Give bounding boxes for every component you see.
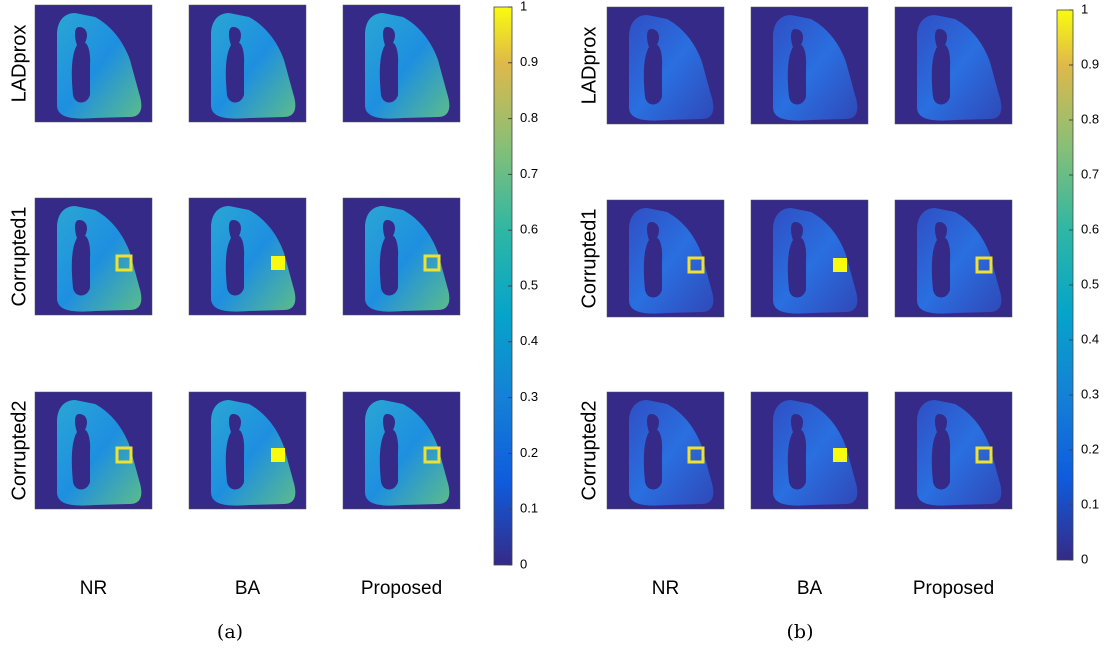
map-image — [606, 6, 725, 125]
colorbar-tick-label: 0.2 — [1081, 441, 1099, 456]
myocardium — [57, 206, 142, 312]
colorbar-tick-label: 0.4 — [520, 333, 538, 348]
column-label: Proposed — [361, 578, 442, 599]
corruption-patch — [423, 446, 441, 464]
corruption-patch — [687, 256, 705, 274]
colorbar-tick-label: 0.2 — [520, 445, 538, 460]
myocardium — [365, 13, 450, 119]
colorbar-tick-label: 1 — [1081, 1, 1088, 16]
map-image — [342, 4, 461, 123]
myocardium — [773, 208, 858, 314]
myocardium — [917, 400, 1002, 506]
colorbar-tick-label: 0.3 — [520, 389, 538, 404]
colorbar-tick-label: 0.5 — [520, 277, 538, 292]
map-image — [750, 199, 869, 318]
myocardium — [629, 208, 714, 314]
colorbar-tick-label: 1 — [520, 0, 527, 13]
map-image — [34, 4, 153, 123]
map-image — [188, 4, 307, 123]
colorbar-tick-label: 0.8 — [1081, 111, 1099, 126]
myocardium — [365, 206, 450, 312]
map-image — [342, 391, 461, 510]
row-label: LADprox — [578, 27, 600, 105]
column-label: NR — [652, 578, 679, 599]
myocardium — [365, 400, 450, 506]
corruption-patch — [833, 448, 847, 462]
myocardium — [773, 15, 858, 121]
colorbar-tick-label: 0 — [1081, 551, 1088, 566]
corruption-patch — [115, 254, 133, 272]
row-label: Corrupted1 — [8, 206, 30, 306]
myocardium — [211, 206, 296, 312]
map-image — [750, 391, 869, 510]
column-label: Proposed — [913, 578, 994, 599]
colorbar-tick-label: 0.9 — [1081, 56, 1099, 71]
colorbar-tick-label: 0.9 — [520, 54, 538, 69]
colorbar-tick-label: 0.5 — [1081, 276, 1099, 291]
myocardium — [917, 15, 1002, 121]
row-label: Corrupted2 — [8, 400, 30, 500]
column-label: NR — [80, 578, 107, 599]
map-image — [188, 391, 307, 510]
map-image — [34, 391, 153, 510]
caption: (b) — [787, 621, 814, 643]
corruption-patch — [975, 446, 993, 464]
map-image — [750, 6, 869, 125]
colorbar-tick-label: 0.7 — [520, 166, 538, 181]
column-label: BA — [235, 578, 261, 599]
corruption-patch — [687, 446, 705, 464]
colorbar-tick-label: 0.1 — [520, 501, 538, 516]
colorbar-tick-label: 0.4 — [1081, 331, 1099, 346]
corruption-patch — [115, 446, 133, 464]
colorbar-tick-label: 0 — [520, 556, 527, 571]
colorbar-tick-label: 0.8 — [520, 110, 538, 125]
column-label: BA — [797, 578, 823, 599]
colorbar-tick-label: 0.1 — [1081, 496, 1099, 511]
myocardium — [773, 400, 858, 506]
row-label: Corrupted2 — [578, 400, 600, 500]
myocardium — [629, 15, 714, 121]
myocardium — [57, 400, 142, 506]
colorbar-tick-label: 0.7 — [1081, 166, 1099, 181]
colorbar-tick-label: 0.6 — [520, 222, 538, 237]
map-image — [342, 197, 461, 316]
myocardium — [211, 400, 296, 506]
colorbar-tick-label: 0.6 — [1081, 221, 1099, 236]
myocardium — [917, 208, 1002, 314]
row-label: Corrupted1 — [578, 208, 600, 308]
myocardium — [629, 400, 714, 506]
colorbar-tick-label: 0.3 — [1081, 386, 1099, 401]
caption: (a) — [217, 621, 243, 643]
row-label: LADprox — [8, 25, 30, 103]
corruption-patch — [975, 256, 993, 274]
map-image — [606, 391, 725, 510]
map-image — [188, 197, 307, 316]
map-image — [606, 199, 725, 318]
map-image — [34, 197, 153, 316]
myocardium — [211, 13, 296, 119]
corruption-patch — [271, 256, 285, 270]
map-image — [894, 6, 1013, 125]
corruption-patch — [833, 258, 847, 272]
myocardium — [57, 13, 142, 119]
map-image — [894, 391, 1013, 510]
corruption-patch — [423, 254, 441, 272]
map-image — [894, 199, 1013, 318]
corruption-patch — [271, 448, 285, 462]
